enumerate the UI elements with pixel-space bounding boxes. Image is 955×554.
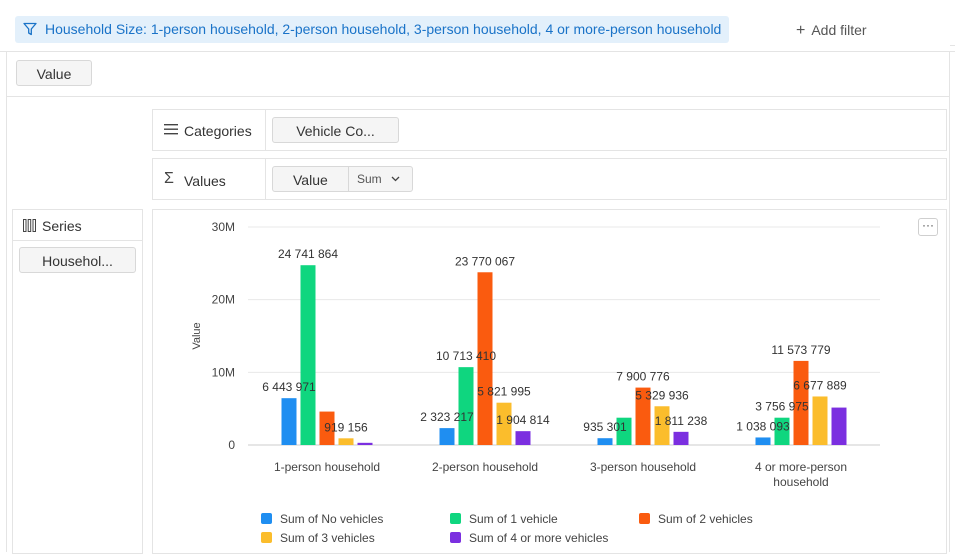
filter-chip-label: Household Size: 1-person household, 2-pe… bbox=[45, 21, 722, 37]
categories-panel: Categories Vehicle Co... bbox=[152, 109, 947, 151]
bar[interactable] bbox=[831, 407, 847, 445]
data-label: 5 821 995 bbox=[477, 385, 531, 399]
series-header: Series bbox=[13, 210, 142, 241]
bar[interactable] bbox=[654, 406, 670, 445]
series-label: Series bbox=[42, 218, 82, 234]
bar[interactable] bbox=[458, 367, 474, 445]
chart-menu-button[interactable]: ··· bbox=[918, 218, 938, 236]
chart-panel: ··· 0 10M 20M 30M Value 1-person household 2-p… bbox=[152, 209, 947, 554]
divider bbox=[950, 45, 955, 46]
y-tick-label: 20M bbox=[212, 293, 235, 307]
data-label: 1 904 814 bbox=[496, 413, 550, 427]
data-label: 1 038 093 bbox=[736, 419, 790, 433]
chart-builder: Value Categories Vehicle Co... Σ Values … bbox=[6, 52, 950, 554]
filter-bar: Household Size: 1-person household, 2-pe… bbox=[0, 0, 955, 52]
legend-swatch bbox=[261, 532, 272, 543]
bar[interactable] bbox=[439, 428, 455, 445]
data-label: 2 323 217 bbox=[420, 410, 474, 424]
x-tick-label: 2-person household bbox=[432, 460, 538, 474]
legend-label: Sum of 3 vehicles bbox=[280, 531, 375, 545]
legend-label: Sum of 4 or more vehicles bbox=[469, 531, 608, 545]
y-tick-label: 10M bbox=[212, 365, 235, 379]
x-tick-label: 1-person household bbox=[274, 460, 380, 474]
bar[interactable] bbox=[515, 431, 531, 445]
list-icon bbox=[164, 124, 178, 135]
data-label: 919 156 bbox=[324, 420, 368, 434]
data-label: 935 301 bbox=[583, 420, 627, 434]
household-series-pill[interactable]: Househol... bbox=[19, 247, 136, 273]
x-tick-label-line: 1-person household bbox=[274, 460, 380, 474]
bar[interactable] bbox=[616, 417, 632, 445]
x-tick-label-line: 2-person household bbox=[432, 460, 538, 474]
value-field-pill[interactable]: Value bbox=[16, 60, 92, 86]
add-filter-button[interactable]: + Add filter bbox=[796, 21, 867, 40]
aggregation-label: Sum bbox=[357, 172, 382, 186]
values-panel: Σ Values Value Sum bbox=[152, 158, 947, 200]
bar[interactable] bbox=[496, 402, 512, 445]
legend-label: Sum of 1 vehicle bbox=[469, 512, 558, 526]
divider bbox=[265, 110, 266, 150]
value-measure-label: Value bbox=[293, 172, 328, 188]
data-label: 23 770 067 bbox=[455, 254, 515, 268]
legend-label: Sum of No vehicles bbox=[280, 512, 383, 526]
data-label: 6 677 889 bbox=[793, 378, 847, 392]
bar[interactable] bbox=[774, 417, 790, 445]
x-tick-label: 3-person household bbox=[590, 460, 696, 474]
bar[interactable] bbox=[338, 438, 354, 445]
bar[interactable] bbox=[597, 438, 613, 445]
value-measure-pill[interactable]: Value Sum bbox=[272, 166, 413, 192]
x-tick-label-line: 4 or more-person bbox=[755, 460, 847, 474]
series-panel: Series Househol... bbox=[12, 209, 143, 554]
data-label: 7 900 776 bbox=[616, 370, 670, 384]
legend-swatch bbox=[450, 532, 461, 543]
funnel-icon bbox=[23, 22, 37, 36]
y-tick-label: 0 bbox=[228, 438, 235, 452]
bar[interactable] bbox=[300, 265, 316, 445]
legend-swatch bbox=[261, 513, 272, 524]
columns-icon bbox=[23, 219, 36, 232]
bar[interactable] bbox=[812, 396, 828, 445]
legend-label: Sum of 2 vehicles bbox=[658, 512, 753, 526]
legend-swatch bbox=[639, 513, 650, 524]
value-row: Value bbox=[7, 52, 949, 97]
data-label: 1 811 238 bbox=[655, 414, 708, 428]
y-axis-label: Value bbox=[191, 322, 203, 349]
x-tick-label-line: 3-person household bbox=[590, 460, 696, 474]
bar[interactable] bbox=[793, 360, 809, 445]
chevron-down-icon bbox=[391, 176, 400, 182]
household-size-filter-chip[interactable]: Household Size: 1-person household, 2-pe… bbox=[15, 16, 730, 43]
data-label: 11 573 779 bbox=[771, 343, 830, 357]
add-filter-label: Add filter bbox=[811, 22, 867, 38]
bar[interactable] bbox=[281, 398, 297, 445]
legend-swatch bbox=[450, 513, 461, 524]
values-label: Values bbox=[184, 173, 226, 189]
bar[interactable] bbox=[319, 411, 335, 445]
y-tick-label: 30M bbox=[212, 220, 235, 234]
data-label: 3 756 975 bbox=[755, 400, 809, 414]
divider bbox=[265, 159, 266, 199]
bar[interactable] bbox=[635, 387, 651, 445]
plus-icon: + bbox=[796, 22, 806, 39]
x-tick-label-line: household bbox=[773, 475, 828, 489]
categories-label: Categories bbox=[184, 123, 252, 139]
data-label: 10 713 410 bbox=[436, 349, 496, 363]
aggregation-dropdown[interactable]: Sum bbox=[348, 167, 412, 191]
bar-chart: 0 10M 20M 30M Value 1-person household 2-perso… bbox=[191, 220, 880, 545]
sigma-icon: Σ bbox=[164, 170, 174, 187]
data-label: 24 741 864 bbox=[278, 247, 338, 261]
data-label: 6 443 971 bbox=[262, 380, 316, 394]
bar[interactable] bbox=[755, 437, 771, 445]
bar[interactable] bbox=[477, 272, 493, 445]
x-tick-label: 4 or more-person household bbox=[755, 460, 847, 489]
bar[interactable] bbox=[673, 431, 689, 445]
bar[interactable] bbox=[357, 442, 373, 445]
vehicle-count-pill[interactable]: Vehicle Co... bbox=[272, 117, 399, 143]
data-label: 5 329 936 bbox=[635, 388, 689, 402]
